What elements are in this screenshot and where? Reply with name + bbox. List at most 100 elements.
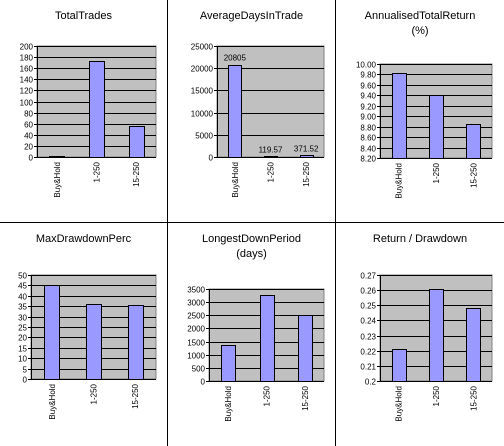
y-tick-label: 0.2: [365, 378, 377, 387]
y-tick-label: 50: [18, 272, 27, 281]
chart-title: Return / Drawdown: [336, 232, 504, 247]
chart-title-line: (%): [411, 25, 429, 37]
y-tick-label: 45: [18, 282, 27, 291]
data-label: 119.57: [259, 145, 283, 154]
bar: [392, 349, 407, 382]
chart-title-line: TotalTrades: [54, 10, 113, 22]
chart-title: MaxDrawdownPerc: [0, 232, 167, 247]
chart-panel-max-drawdown-perc: MaxDrawdownPerc 0 5 10 15 20 25 30 35 40 45 50 Buy&…: [0, 223, 168, 446]
y-tick-label: 10: [18, 355, 27, 364]
y-tick-label: 160: [20, 65, 34, 74]
y-tick-label: 9.40: [360, 92, 376, 101]
y-tick-label: 9.80: [360, 71, 376, 80]
y-tick-label: 140: [20, 76, 34, 85]
y-tick-label: 2500: [187, 312, 205, 321]
bar: [128, 305, 144, 380]
bar: [221, 345, 236, 382]
bar-chart-return-drawdown: 0.2 0.21 0.22 0.23 0.24 0.25 0.26 0.27 Buy&Hold 1…: [360, 272, 493, 422]
x-tick-label: Buy&Hold: [395, 386, 404, 422]
y-tick-label: 25000: [191, 43, 214, 52]
chart-panel-average-days-in-trade: AverageDaysInTrade 0 5000 10000 15000 20000 2…: [168, 0, 336, 223]
y-tick-label: 5000: [195, 132, 213, 141]
x-tick-label: 1-250: [93, 161, 102, 182]
chart-panel-return-drawdown: Return / Drawdown 0.2 0.21 0.22 0.23 0.24 0.2…: [336, 223, 504, 446]
chart-panel-annualised-total-return: AnnualisedTotalReturn (%) 8.20 8.40 8.60 8.…: [336, 0, 504, 223]
x-tick-label: 15-250: [132, 161, 141, 186]
y-tick-label: 0.25: [360, 302, 376, 311]
y-tick-label: 9.00: [360, 113, 376, 122]
x-tick-label: Buy&Hold: [224, 386, 233, 422]
x-tick-label: 15-250: [301, 385, 310, 410]
y-tick-label: 3000: [187, 299, 205, 308]
bar: [466, 308, 481, 382]
y-tick-label: 0.21: [360, 363, 376, 372]
x-tick-label: Buy&Hold: [395, 163, 404, 199]
chart-title: AverageDaysInTrade: [168, 9, 335, 24]
y-tick-label: 8.80: [360, 124, 376, 133]
x-tick-label: Buy&Hold: [231, 162, 240, 198]
x-tick-label: 1-250: [267, 161, 276, 182]
chart-title: AnnualisedTotalReturn (%): [336, 9, 504, 39]
y-tick-label: 1000: [187, 352, 205, 361]
bar: [260, 295, 275, 382]
chart-title: LongestDownPeriod (days): [168, 232, 335, 262]
y-tick-label: 9.20: [360, 103, 376, 112]
bar: [298, 315, 313, 382]
y-tick-label: 35: [18, 303, 27, 312]
y-tick-label: 0: [23, 376, 28, 385]
y-tick-label: 180: [20, 54, 34, 63]
y-tick-label: 500: [192, 365, 206, 374]
x-tick-label: 15-250: [469, 385, 478, 410]
y-tick-label: 200: [20, 43, 34, 52]
chart-title-line: Return / Drawdown: [372, 233, 468, 245]
x-tick-label: Buy&Hold: [48, 384, 57, 420]
y-tick-label: 25: [18, 324, 27, 333]
y-tick-label: 10.00: [356, 61, 377, 70]
bar: [429, 95, 444, 159]
y-tick-label: 8.40: [360, 145, 376, 154]
y-tick-label: 20: [24, 143, 33, 152]
chart-title-line: AnnualisedTotalReturn: [364, 10, 476, 22]
y-tick-label: 0: [201, 378, 206, 387]
x-tick-label: 1-250: [432, 162, 441, 183]
y-tick-label: 40: [24, 132, 33, 141]
data-label: 371.52: [294, 144, 319, 153]
x-tick-label: 15-250: [302, 161, 311, 186]
chart-title-line: LongestDownPeriod: [201, 233, 302, 245]
y-tick-label: 1500: [187, 339, 205, 348]
bar: [228, 65, 242, 158]
bar: [89, 61, 105, 158]
x-tick-label: 1-250: [263, 385, 272, 406]
y-tick-label: 5: [23, 366, 28, 375]
bar-chart-average-days-in-trade: 0 5000 10000 15000 20000 25000 20805 Buy&Hold 11…: [191, 43, 325, 198]
y-tick-label: 0.24: [360, 317, 376, 326]
x-tick-label: Buy&Hold: [53, 162, 62, 198]
x-tick-label: 15-250: [131, 383, 140, 408]
chart-title-line: (days): [236, 248, 267, 260]
bar: [466, 124, 481, 159]
y-tick-label: 80: [24, 110, 33, 119]
y-tick-label: 30: [18, 314, 27, 323]
y-tick-label: 0.27: [360, 272, 376, 281]
y-tick-label: 0: [29, 154, 34, 163]
bar: [429, 289, 444, 382]
y-tick-label: 10000: [191, 110, 214, 119]
y-tick-label: 20: [18, 334, 27, 343]
bar: [129, 126, 145, 158]
bar: [392, 73, 407, 159]
y-tick-label: 100: [20, 99, 34, 108]
y-tick-label: 0.23: [360, 333, 376, 342]
y-tick-label: 15000: [191, 87, 214, 96]
y-tick-label: 15: [18, 345, 27, 354]
chart-title-line: AverageDaysInTrade: [199, 10, 304, 22]
y-tick-label: 0.22: [360, 348, 376, 357]
y-tick-label: 9.60: [360, 82, 376, 91]
chart-panel-total-trades: TotalTrades 0 20 40 60 80 100 120 140 160 180 200 B…: [0, 0, 168, 223]
bar-chart-longest-down-period: 0 500 1000 1500 2000 2500 3000 3500 Buy&Hold 1-25…: [187, 286, 325, 422]
bar-chart-total-trades: 0 20 40 60 80 100 120 140 160 180 200 Buy&Hold 1-250…: [20, 43, 157, 198]
bar: [86, 304, 102, 380]
x-tick-label: 1-250: [90, 383, 99, 404]
y-tick-label: 3500: [187, 286, 205, 295]
chart-title: TotalTrades: [0, 9, 167, 24]
